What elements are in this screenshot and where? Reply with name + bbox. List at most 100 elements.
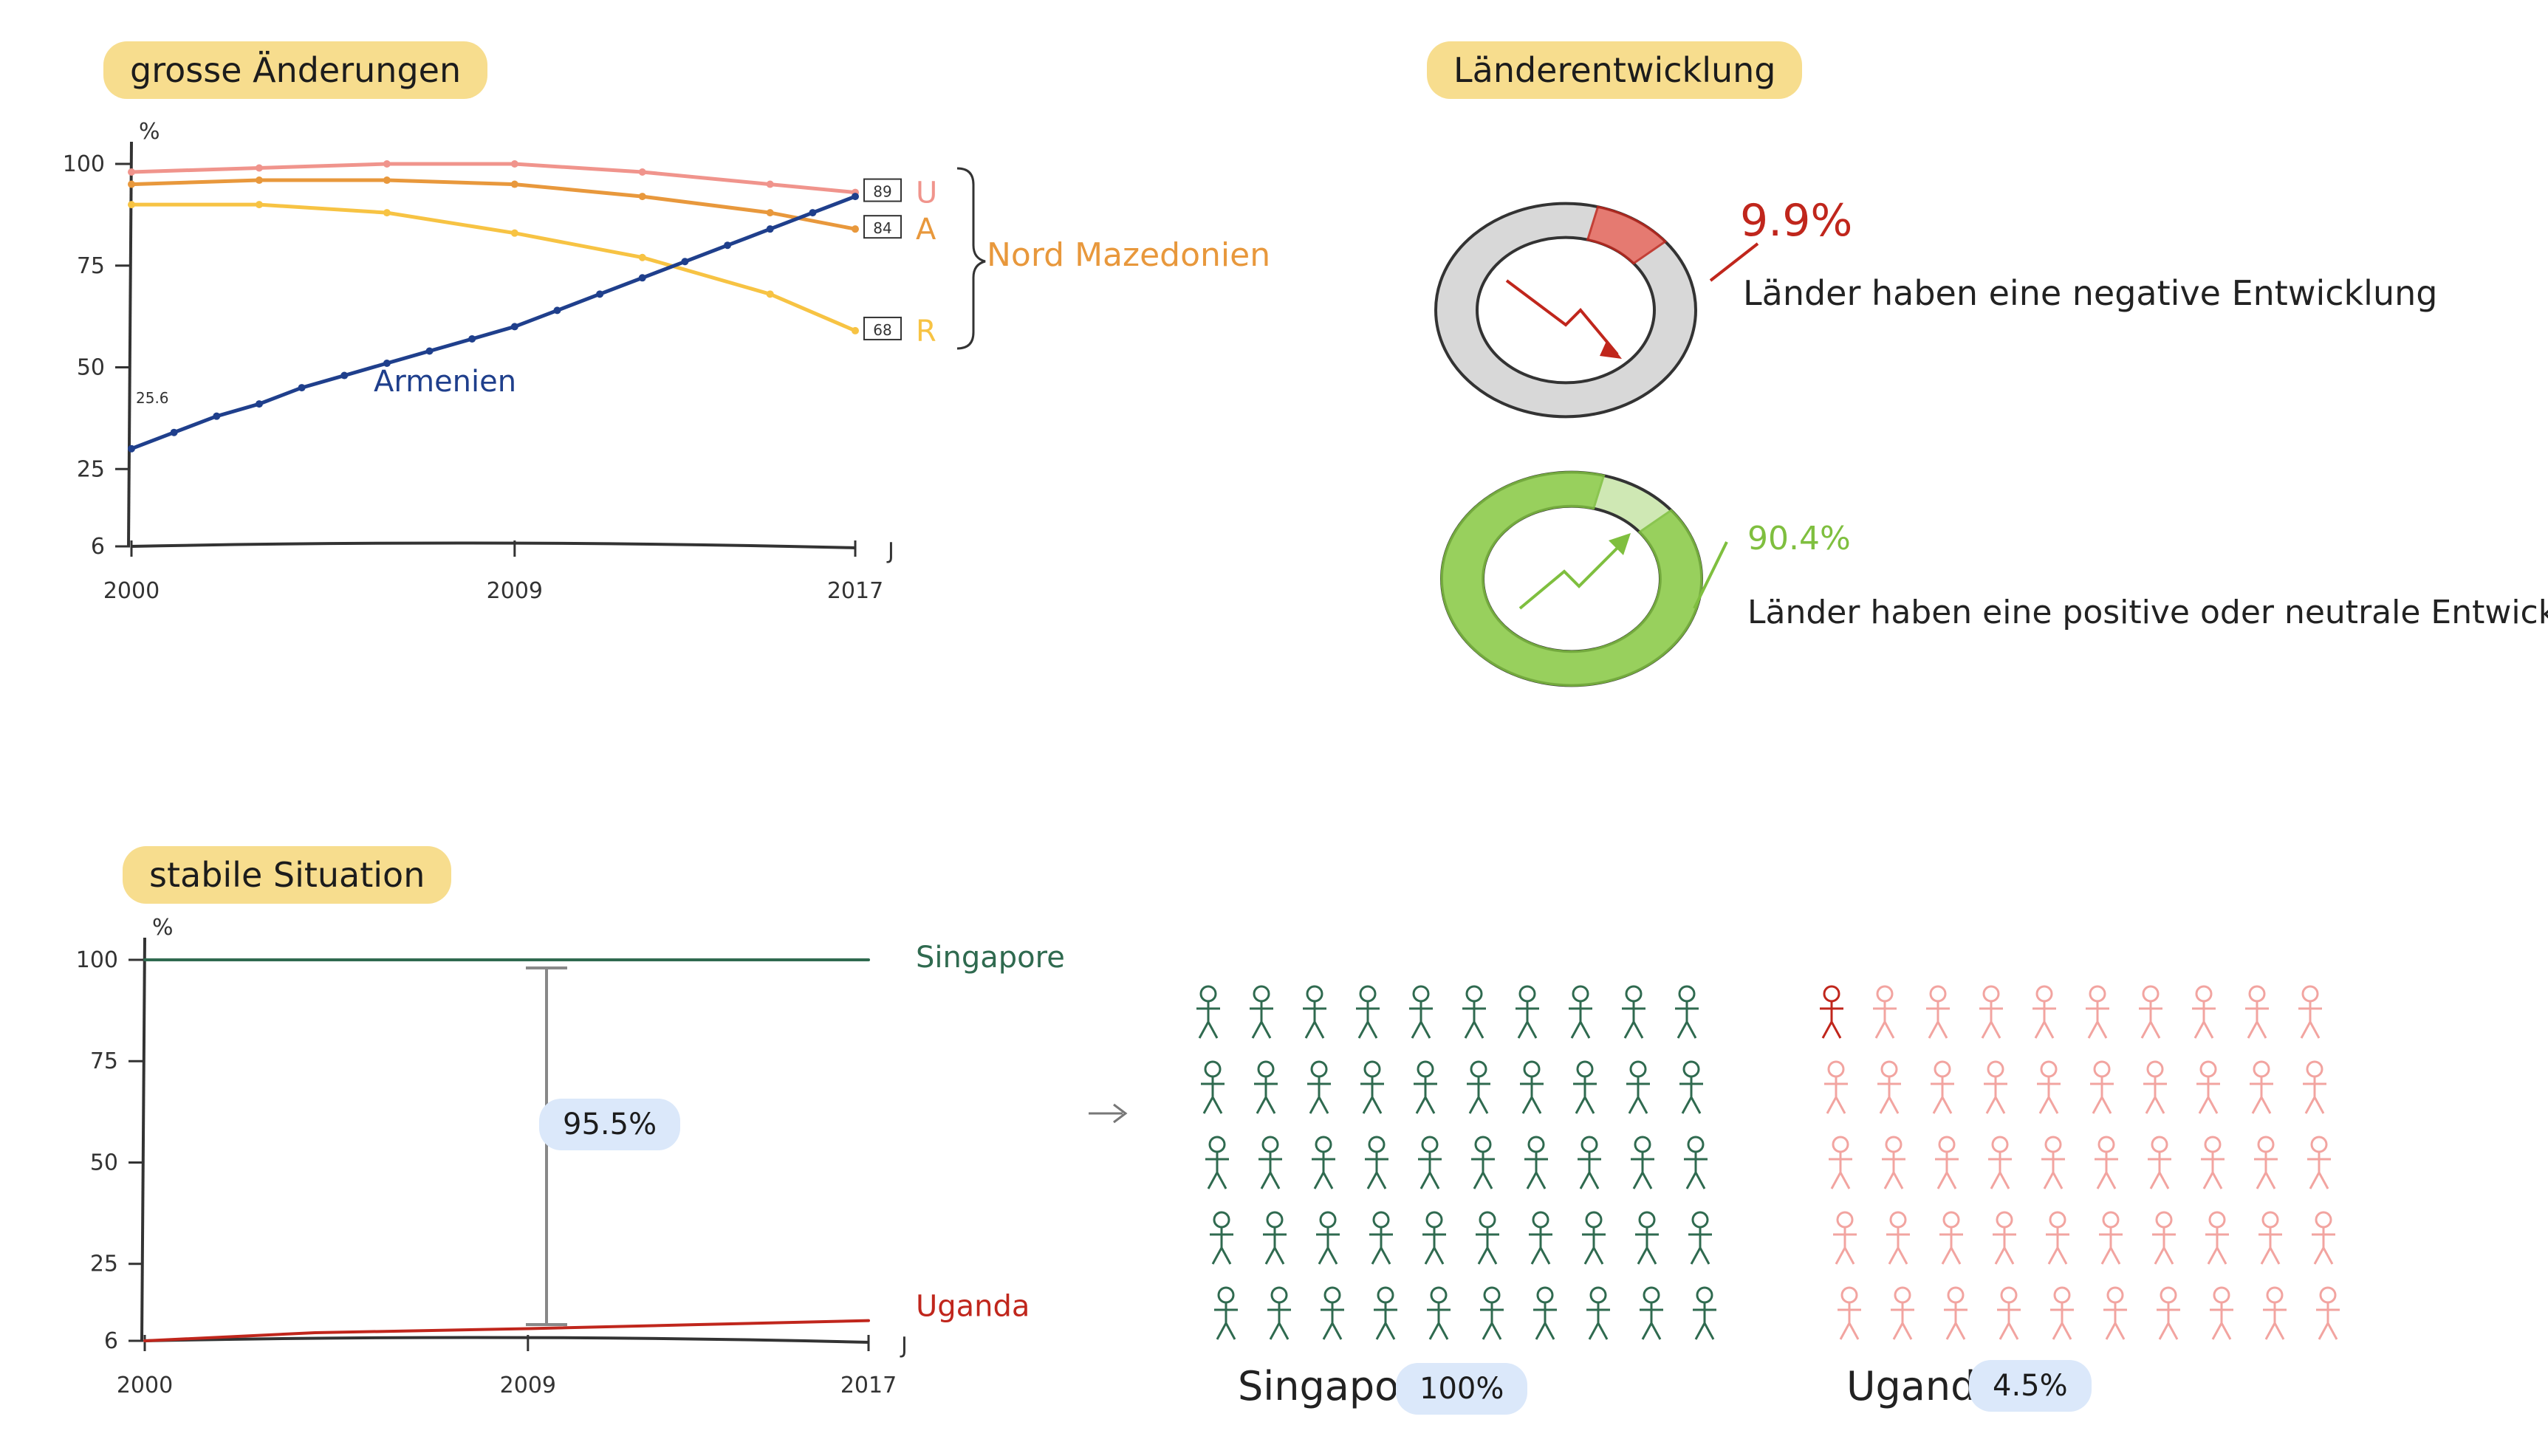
person-head <box>1199 985 1217 1003</box>
person-legs <box>1304 1019 1325 1039</box>
person-legs <box>1482 1320 1502 1340</box>
person-head <box>1421 1136 1439 1153</box>
person-head <box>1204 1060 1222 1078</box>
positive-caption: Länder haben eine positive oder neutrale… <box>1747 594 2548 631</box>
person-legs <box>1874 1019 1895 1039</box>
person-legs <box>1583 1245 1604 1265</box>
person-head <box>2089 985 2106 1003</box>
data-point <box>255 400 263 408</box>
person-head <box>2146 1060 2164 1078</box>
person-legs <box>2300 1019 2321 1039</box>
title-grosse-aenderungen: grosse Änderungen <box>103 41 488 99</box>
person-legs <box>1415 1094 1436 1114</box>
person-icon <box>1254 1060 1278 1114</box>
person-head <box>1827 1060 1845 1078</box>
person-legs <box>1207 1170 1227 1189</box>
person-legs <box>1211 1245 1232 1265</box>
person-head <box>1306 985 1323 1003</box>
person-legs <box>2145 1094 2165 1114</box>
person-icon <box>1931 1060 1954 1114</box>
person-icon <box>1926 985 1950 1039</box>
person-head <box>1682 1060 1700 1078</box>
person-icon <box>1374 1286 1397 1340</box>
data-point <box>425 347 434 355</box>
leader-line <box>1709 242 1759 282</box>
data-point <box>128 201 135 209</box>
person-head <box>1217 1286 1235 1304</box>
person-head <box>2093 1060 2111 1078</box>
person-head <box>2049 1211 2066 1229</box>
person-legs <box>2149 1170 2170 1189</box>
data-point <box>766 225 774 233</box>
person-icon <box>1360 1060 1384 1114</box>
person-legs <box>1269 1320 1290 1340</box>
end-value-label: 68 <box>873 321 891 339</box>
data-point <box>638 168 646 176</box>
person-head <box>2053 1286 2071 1304</box>
person-head <box>1894 1286 1911 1304</box>
person-head <box>1536 1286 1554 1304</box>
person-icon <box>2316 1286 2340 1340</box>
person-icon <box>2250 1060 2273 1114</box>
person-head <box>1417 1060 1434 1078</box>
person-icon <box>1684 1136 1708 1189</box>
negative-caption: Länder haben eine negative Entwicklung <box>1743 273 2438 313</box>
person-legs <box>1588 1320 1609 1340</box>
person-legs <box>1999 1320 2019 1340</box>
person-head <box>1518 985 1536 1003</box>
person-legs <box>2256 1170 2276 1189</box>
person-legs <box>1835 1245 1855 1265</box>
person-head <box>1315 1136 1332 1153</box>
person-legs <box>1932 1094 1953 1114</box>
trend-down-arrowhead <box>1600 340 1622 359</box>
person-icon <box>2210 1286 2233 1340</box>
data-point <box>681 258 689 266</box>
person-legs <box>1362 1094 1383 1114</box>
group-label-nord-mazedonien: Nord Mazedonien <box>987 236 1271 274</box>
group-bracket <box>956 167 986 350</box>
person-icon <box>1891 1286 1914 1340</box>
person-legs <box>1888 1245 1908 1265</box>
person-head <box>1880 1060 1898 1078</box>
person-head <box>1687 1136 1705 1153</box>
data-point <box>510 323 518 331</box>
person-head <box>1889 1211 1907 1229</box>
y-axis-label: % <box>152 915 174 941</box>
person-icon <box>2254 1136 2278 1189</box>
person-legs <box>1883 1170 1904 1189</box>
person-head <box>1257 1060 1275 1078</box>
x-tick-label: 2009 <box>500 1373 556 1398</box>
person-icon <box>1258 1136 1282 1189</box>
person-legs <box>1216 1320 1236 1340</box>
person-icon <box>1586 1286 1610 1340</box>
person-head <box>2035 985 2053 1003</box>
person-head <box>1430 1286 1448 1304</box>
person-head <box>1947 1286 1965 1304</box>
person-icon <box>2050 1286 2074 1340</box>
person-icon <box>2099 1211 2123 1265</box>
person-icon <box>1467 1060 1490 1114</box>
person-head <box>1987 1060 2004 1078</box>
person-head <box>2208 1211 2226 1229</box>
person-legs <box>1994 1245 2015 1265</box>
person-icon <box>2046 1211 2069 1265</box>
arrow-icon <box>1089 1103 1128 1124</box>
person-head <box>1372 1211 1390 1229</box>
person-head <box>2301 985 2319 1003</box>
person-icon <box>2086 985 2109 1039</box>
person-head <box>1270 1286 1288 1304</box>
data-point <box>766 209 774 217</box>
person-icon <box>1369 1211 1393 1265</box>
y-axis <box>140 937 146 1342</box>
negative-percent: 9.9% <box>1740 195 1853 247</box>
person-head <box>1643 1286 1660 1304</box>
person-legs <box>2034 1019 2055 1039</box>
person-icon <box>1516 985 1539 1039</box>
person-head <box>1363 1060 1381 1078</box>
person-icon <box>1210 1211 1233 1265</box>
person-icon <box>1939 1211 1963 1265</box>
data-point <box>255 176 263 185</box>
person-legs <box>2193 1019 2214 1039</box>
data-point <box>255 201 263 209</box>
person-icon <box>2037 1060 2061 1114</box>
